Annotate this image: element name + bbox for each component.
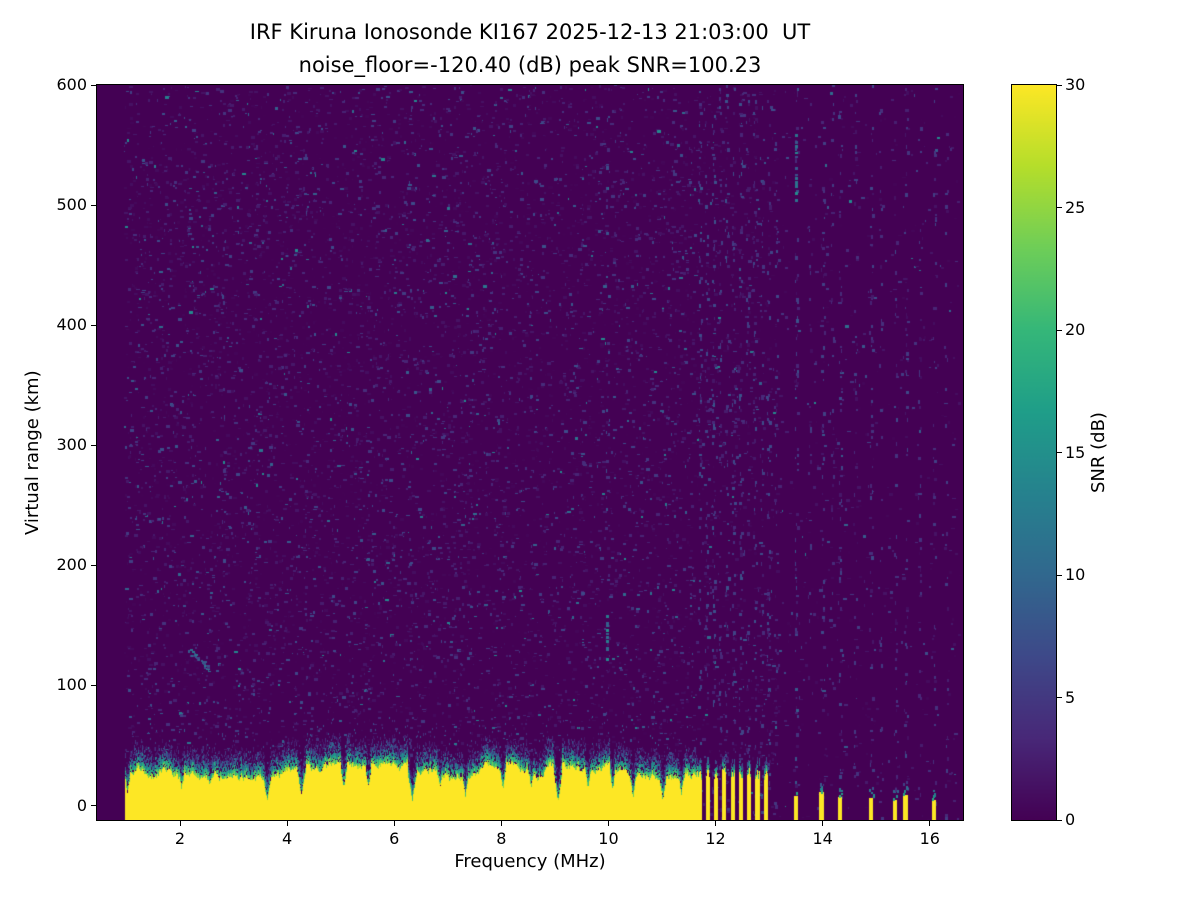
colorbar-tick-mark bbox=[1057, 452, 1062, 453]
colorbar-tick-label: 30 bbox=[1065, 75, 1086, 94]
x-tick-label: 8 bbox=[496, 829, 507, 848]
y-tick-label: 500 bbox=[56, 195, 87, 215]
y-tick-label: 600 bbox=[56, 75, 87, 94]
colorbar-gradient bbox=[1012, 85, 1056, 820]
y-tick-mark bbox=[91, 324, 96, 326]
colorbar-label: SNR (dB) bbox=[1088, 412, 1109, 493]
y-tick-mark bbox=[91, 84, 96, 86]
x-tick-mark bbox=[500, 821, 502, 826]
colorbar-tick-mark bbox=[1057, 207, 1062, 208]
y-tick-mark bbox=[91, 564, 96, 566]
ionogram-heatmap bbox=[97, 85, 963, 820]
y-tick-label: 200 bbox=[56, 555, 87, 575]
colorbar-tick-label: 25 bbox=[1065, 197, 1086, 217]
x-tick-mark bbox=[822, 821, 824, 826]
y-tick-label: 400 bbox=[56, 315, 87, 335]
colorbar-tick-label: 20 bbox=[1065, 320, 1086, 339]
x-tick-mark bbox=[179, 821, 181, 826]
chart-title-line2: noise_floor=-120.40 (dB) peak SNR=100.23 bbox=[298, 53, 762, 77]
x-tick-label: 10 bbox=[598, 829, 619, 848]
y-tick-mark bbox=[91, 684, 96, 686]
x-tick-mark bbox=[286, 821, 288, 826]
x-tick-label: 12 bbox=[705, 829, 726, 848]
y-tick-mark bbox=[91, 444, 96, 446]
colorbar-tick-label: 5 bbox=[1065, 687, 1076, 707]
colorbar-tick-label: 0 bbox=[1065, 810, 1076, 829]
colorbar-tick-mark bbox=[1057, 84, 1062, 86]
x-tick-label: 14 bbox=[812, 829, 833, 848]
y-axis-label: Virtual range (km) bbox=[22, 370, 43, 535]
y-tick-label: 300 bbox=[56, 435, 87, 455]
x-tick-label: 6 bbox=[389, 829, 400, 848]
chart-title-line1: IRF Kiruna Ionosonde KI167 2025-12-13 21… bbox=[249, 20, 811, 44]
x-tick-label: 16 bbox=[919, 829, 940, 848]
x-axis-label: Frequency (MHz) bbox=[454, 851, 606, 872]
colorbar-tick-label: 10 bbox=[1065, 565, 1086, 584]
x-tick-label: 2 bbox=[174, 829, 186, 848]
colorbar-tick-mark bbox=[1057, 329, 1062, 331]
colorbar-tick-mark bbox=[1057, 819, 1062, 821]
colorbar-tick-mark bbox=[1057, 697, 1062, 698]
x-tick-mark bbox=[715, 821, 717, 826]
colorbar-tick-mark bbox=[1057, 574, 1062, 576]
colorbar bbox=[1011, 84, 1057, 821]
plot-area bbox=[96, 84, 964, 821]
y-tick-label: 100 bbox=[56, 675, 87, 695]
x-tick-label: 4 bbox=[282, 829, 293, 848]
y-tick-mark bbox=[91, 805, 96, 807]
x-tick-mark bbox=[607, 821, 609, 826]
x-tick-mark bbox=[393, 821, 395, 826]
y-tick-label: 0 bbox=[76, 795, 87, 815]
colorbar-tick-label: 15 bbox=[1065, 442, 1086, 462]
chart-title: IRF Kiruna Ionosonde KI167 2025-12-13 21… bbox=[97, 16, 963, 82]
x-tick-mark bbox=[929, 821, 931, 826]
y-tick-mark bbox=[91, 204, 96, 206]
